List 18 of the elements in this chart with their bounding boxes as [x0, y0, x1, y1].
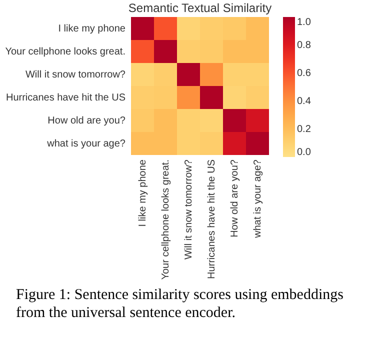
y-tick-label: Hurricanes have hit the US	[6, 92, 126, 104]
color-bar-label: 0.0	[297, 147, 312, 158]
color-bar-label: 0.6	[297, 68, 312, 79]
y-tick-label: I like my phone	[58, 24, 126, 34]
color-bar-label: 0.4	[297, 96, 312, 107]
y-tick-label: Will it snow tomorrow?	[25, 70, 126, 80]
chart-title: Semantic Textual Similarity	[128, 1, 272, 15]
x-tick-label: Will it snow tomorrow?	[184, 159, 194, 260]
x-tick-label: Hurricanes have hit the US	[206, 159, 218, 280]
y-tick-label: Your cellphone looks great.	[5, 46, 126, 58]
y-tick-label: what is your age?	[46, 138, 126, 150]
x-tick-label: what is your age?	[252, 159, 264, 239]
caption: Figure 1: Sentence similarity scores using embeddings from the universal sentence encoder.	[16, 286, 344, 322]
y-tick-label: How old are you?	[48, 116, 126, 126]
color-bar-label: 0.2	[297, 124, 312, 135]
color-bar-label: 1.0	[297, 17, 312, 28]
color-bar-label: 0.8	[297, 40, 312, 51]
x-tick-label: How old are you?	[230, 159, 240, 238]
